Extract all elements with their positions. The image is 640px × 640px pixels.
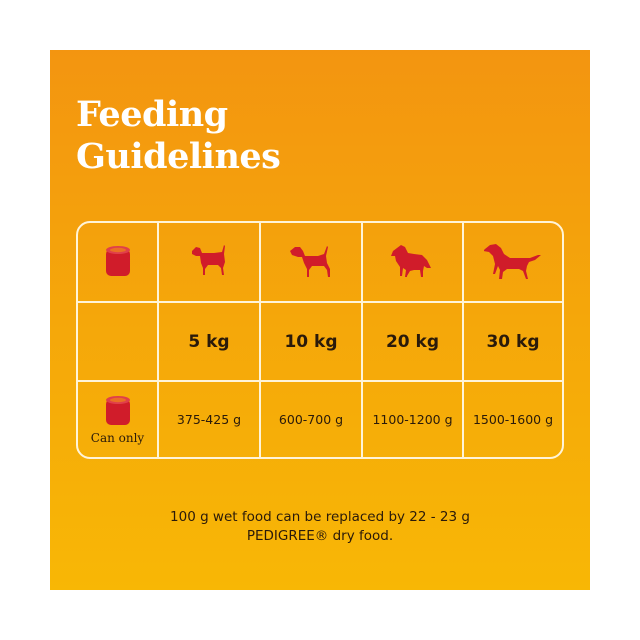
replacement-note: 100 g wet food can be replaced by 22 - 2… (50, 508, 590, 546)
feeding-table: 5 kg 10 kg 20 kg 30 kg Can only 375-425 … (76, 221, 564, 459)
can-icon (105, 395, 130, 425)
setter-icon (484, 244, 541, 279)
small-dog-icon (192, 245, 225, 275)
feeding-guidelines-panel: Feeding Guidelines (50, 50, 590, 590)
can-icon (105, 246, 130, 276)
page-title: Feeding Guidelines (76, 94, 281, 178)
weight-30kg: 30 kg (464, 303, 562, 382)
collie-icon (390, 245, 431, 277)
title-line-2: Guidelines (76, 136, 281, 177)
header-can-cell (78, 223, 159, 303)
note-line-2: PEDIGREE® dry food. (246, 528, 394, 544)
weight-10kg: 10 kg (261, 303, 363, 382)
amount-10kg: 600-700 g (261, 382, 363, 457)
weight-5kg: 5 kg (159, 303, 261, 382)
terrier-icon (290, 246, 330, 277)
amount-5kg: 375-425 g (159, 382, 261, 457)
header-dog-20kg (363, 223, 464, 303)
amount-20kg: 1100-1200 g (363, 382, 464, 457)
note-line-1: 100 g wet food can be replaced by 22 - 2… (170, 509, 470, 525)
can-only-cell: Can only (78, 382, 159, 457)
can-only-label: Can only (90, 430, 145, 445)
header-dog-5kg (159, 223, 261, 303)
empty-cell (78, 303, 159, 382)
weight-20kg: 20 kg (363, 303, 464, 382)
header-dog-30kg (464, 223, 562, 303)
header-dog-10kg (261, 223, 363, 303)
amount-30kg: 1500-1600 g (472, 412, 554, 427)
title-line-1: Feeding (76, 94, 228, 135)
